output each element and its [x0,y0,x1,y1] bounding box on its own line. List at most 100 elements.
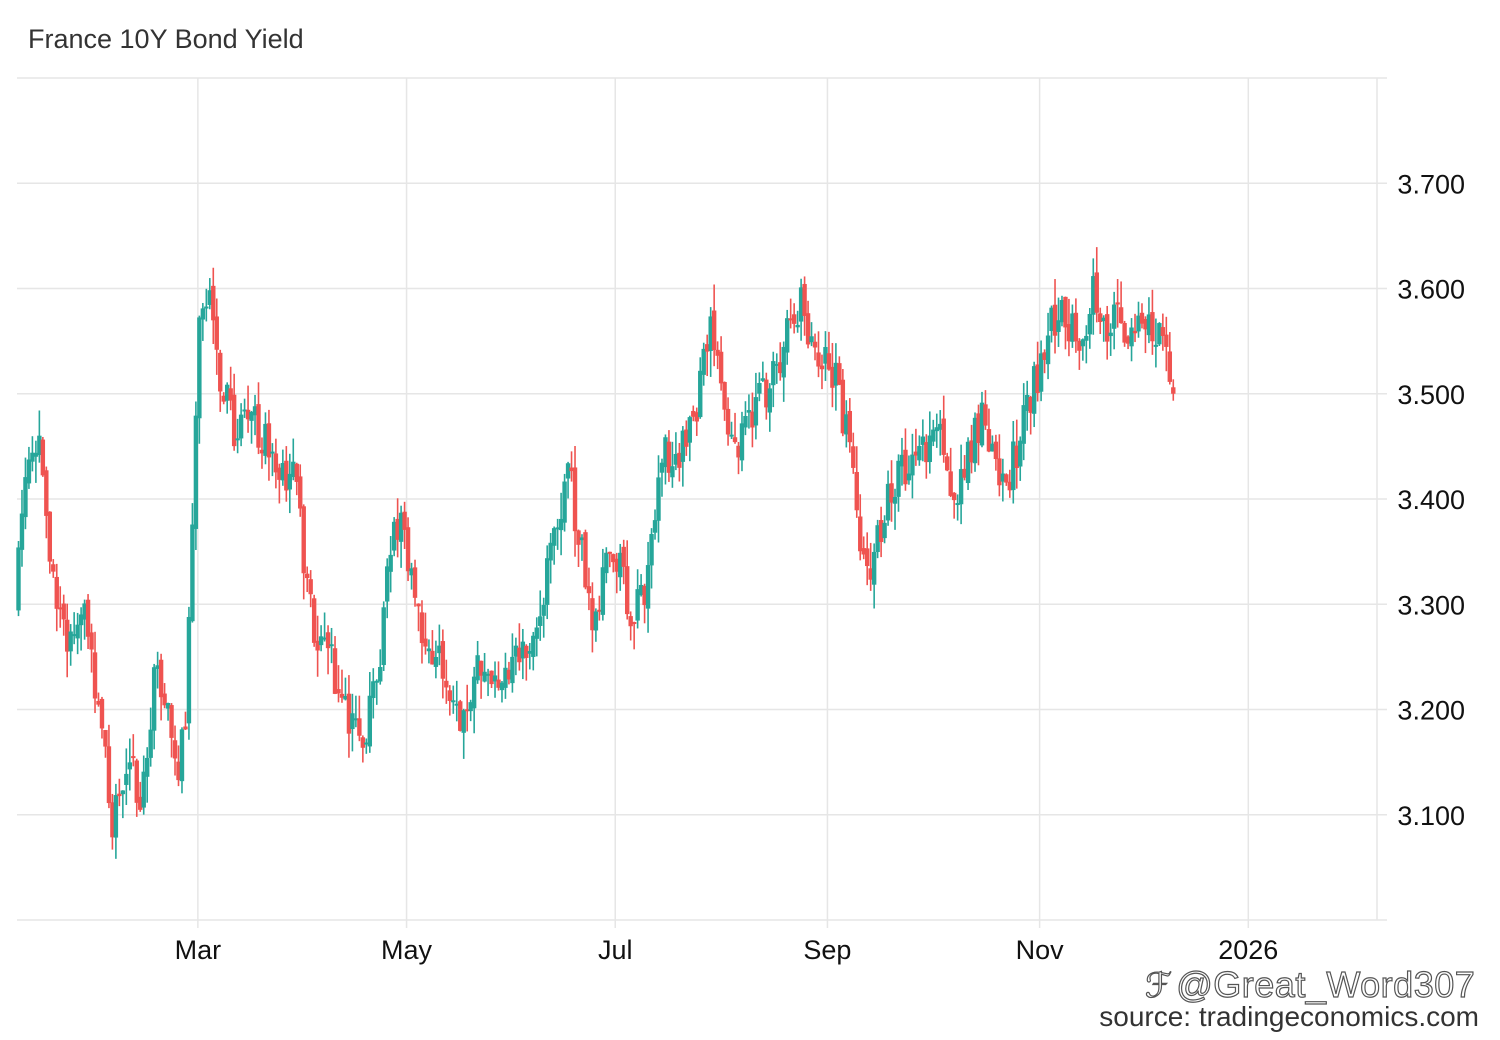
candle-body-up [1087,314,1093,335]
candle-body-down [54,576,59,609]
candle-body-down [106,746,112,804]
candle-body-down [458,701,463,731]
candle-body-up [593,611,599,631]
candle-body-up [200,308,206,320]
candle-body-up [1021,405,1026,444]
candle-body-up [1045,335,1051,365]
candle-body-up [917,445,922,461]
candle-body-up [833,362,839,386]
candle-body-up [353,718,359,721]
candle-body-up [471,676,477,709]
candle-body-up [381,607,386,666]
candle-body-down [412,567,418,598]
candle-body-up [1024,394,1030,411]
candle-body-down [311,598,317,643]
candle-body-up [367,695,373,747]
x-tick-label: 2026 [1218,935,1278,965]
y-tick-label: 3.200 [1397,696,1465,726]
candle-body-up [1111,304,1117,329]
candle-body-down [336,689,341,694]
candle-body-up [844,414,849,435]
candle-body-down [277,467,282,480]
candle-body-up [224,384,230,401]
candle-body-down [524,645,529,658]
candle-body-down [986,429,992,452]
candle-body-up [875,525,880,553]
candle-body-up [579,537,585,541]
candle-body-down [92,652,98,699]
candle-body-up [374,680,379,683]
candle-body-down [172,740,178,759]
candle-body-up [687,417,693,443]
candle-body-down [1125,336,1131,344]
candle-body-down [99,698,105,729]
candle-body-down [301,506,306,574]
candle-body-up [437,645,442,654]
candle-body-down [134,760,139,803]
candle-body-down [666,441,672,473]
candle-body-up [37,435,42,456]
candle-body-up [71,634,77,637]
candle-body-up [906,473,912,481]
candle-body-up [454,703,459,706]
candle-body-up [520,641,526,659]
candle-body-up [78,614,84,626]
candle-body-down [878,520,884,543]
candle-body-down [339,693,345,698]
candle-body-up [656,477,661,521]
candle-body-up [141,771,146,808]
candle-body-down [764,379,769,408]
candle-body-up [1084,335,1089,341]
candle-body-down [444,680,449,688]
candle-body-up [318,636,324,646]
candle-body-up [1056,320,1061,332]
candle-body-down [1035,364,1040,394]
candle-body-down [110,802,115,838]
candle-body-up [701,348,706,375]
candle-body-up [1018,440,1023,467]
candle-body-up [513,645,519,657]
candle-body-up [558,518,564,531]
candle-body-down [924,442,929,463]
candle-layer [16,247,1176,859]
candle-body-down [259,449,265,454]
candle-body-down [868,568,873,580]
candle-body-up [510,656,515,684]
candle-body-up [468,702,473,712]
candle-body-down [624,566,630,615]
candle-body-up [499,682,505,691]
candle-body-up [979,402,985,446]
candle-body-up [753,397,759,426]
candle-body-down [61,603,66,620]
candle-body-up [82,603,87,620]
y-tick-label: 3.400 [1397,485,1465,515]
candle-body-up [934,427,939,432]
candle-body-up [179,729,185,782]
candle-body-up [955,503,960,506]
candle-body-down [725,408,731,435]
candle-body-down [684,429,689,447]
candle-body-down [1118,307,1124,324]
candle-body-up [871,551,877,585]
candle-body-up [398,512,404,542]
candle-body-up [562,481,567,523]
candle-body-down [1104,314,1110,342]
candle-body-down [357,718,362,736]
y-tick-label: 3.300 [1397,590,1465,620]
candle-body-down [631,622,637,625]
candle-body-up [204,306,209,309]
candle-body-up [531,635,536,657]
candle-body-up [729,434,734,437]
candle-body-up [645,565,651,609]
candle-body-down [416,603,421,607]
candle-body-up [249,411,254,421]
candle-body-up [965,441,971,484]
candle-body-down [1066,324,1072,342]
x-tick-label: Nov [1016,935,1065,965]
candle-body-down [176,761,181,781]
candle-body-down [750,411,755,428]
candle-body-up [1129,327,1134,347]
candle-body-up [503,667,508,688]
candle-body-up [26,459,32,484]
